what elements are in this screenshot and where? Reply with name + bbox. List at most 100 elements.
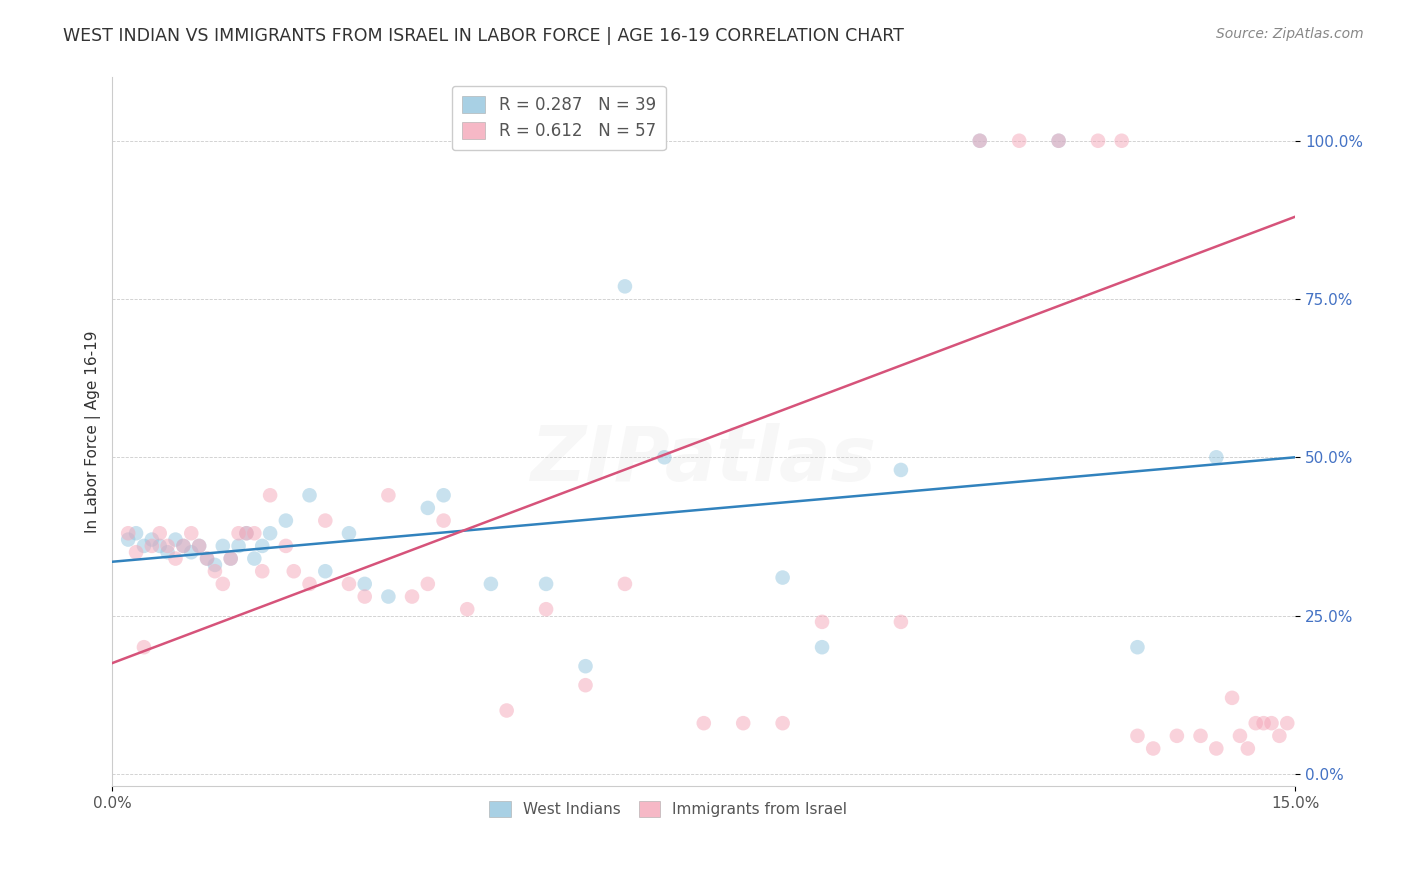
Point (125, 545, 148, 559)
Point (125, 526, 148, 541)
Point (252, 539, 274, 553)
Point (117, 533, 139, 547)
Point (377, 488, 399, 502)
Point (456, 602, 478, 616)
Point (969, 134, 991, 148)
Point (180, 526, 202, 541)
Point (243, 551, 266, 566)
Point (693, 716, 716, 731)
Point (613, 577, 636, 591)
Point (1047, 134, 1070, 148)
Point (172, 539, 194, 553)
Point (432, 488, 454, 502)
Point (1253, 716, 1275, 731)
Point (211, 539, 233, 553)
Point (298, 488, 321, 502)
Point (1220, 690, 1243, 705)
Point (314, 564, 336, 578)
Point (156, 545, 179, 559)
Point (219, 551, 242, 566)
Point (274, 514, 297, 528)
Point (204, 564, 226, 578)
Point (534, 577, 557, 591)
Point (1047, 134, 1070, 148)
Text: WEST INDIAN VS IMMIGRANTS FROM ISRAEL IN LABOR FORCE | AGE 16-19 CORRELATION CHA: WEST INDIAN VS IMMIGRANTS FROM ISRAEL IN… (63, 27, 904, 45)
Point (195, 551, 218, 566)
Point (1008, 134, 1031, 148)
Point (165, 533, 187, 547)
Point (132, 640, 155, 655)
Point (1111, 134, 1133, 148)
Point (252, 564, 274, 578)
Point (219, 551, 242, 566)
Point (141, 533, 163, 547)
Point (165, 551, 187, 566)
Point (1260, 716, 1282, 731)
Point (353, 577, 375, 591)
Point (195, 551, 218, 566)
Point (259, 488, 281, 502)
Point (495, 704, 517, 718)
Point (156, 539, 179, 553)
Point (117, 526, 139, 541)
Point (228, 539, 250, 553)
Point (1087, 134, 1109, 148)
Point (211, 577, 233, 591)
Point (314, 514, 336, 528)
Point (613, 279, 636, 293)
Point (1126, 729, 1149, 743)
Text: Source: ZipAtlas.com: Source: ZipAtlas.com (1216, 27, 1364, 41)
Point (377, 590, 399, 604)
Point (654, 450, 676, 465)
Point (180, 545, 202, 559)
Point (1142, 741, 1164, 756)
Point (243, 526, 266, 541)
Point (353, 590, 375, 604)
Point (416, 500, 439, 515)
Point (401, 590, 423, 604)
Point (274, 539, 297, 553)
Point (1268, 729, 1291, 743)
Point (149, 526, 172, 541)
Point (204, 558, 226, 572)
Point (172, 539, 194, 553)
Legend: West Indians, Immigrants from Israel: West Indians, Immigrants from Israel (481, 794, 855, 825)
Point (1205, 450, 1227, 465)
Point (534, 602, 557, 616)
Point (141, 539, 163, 553)
Point (259, 526, 281, 541)
Point (1237, 741, 1260, 756)
Point (337, 577, 360, 591)
Point (733, 716, 755, 731)
Point (283, 564, 305, 578)
Point (890, 615, 912, 629)
Point (1244, 716, 1267, 731)
Point (811, 640, 834, 655)
Point (416, 577, 439, 591)
Point (890, 463, 912, 477)
Point (574, 659, 596, 673)
Point (235, 526, 257, 541)
Point (337, 526, 360, 541)
Point (235, 526, 257, 541)
Point (149, 539, 172, 553)
Point (188, 539, 211, 553)
Point (1166, 729, 1188, 743)
Point (574, 678, 596, 692)
Point (432, 514, 454, 528)
Point (1126, 640, 1149, 655)
Point (811, 615, 834, 629)
Point (772, 570, 794, 584)
Point (1189, 729, 1212, 743)
Y-axis label: In Labor Force | Age 16-19: In Labor Force | Age 16-19 (86, 331, 101, 533)
Point (132, 539, 155, 553)
Point (1229, 729, 1251, 743)
Point (479, 577, 502, 591)
Point (298, 577, 321, 591)
Point (772, 716, 794, 731)
Point (228, 526, 250, 541)
Point (1205, 741, 1227, 756)
Point (1277, 716, 1299, 731)
Point (188, 539, 211, 553)
Text: ZIPatlas: ZIPatlas (531, 424, 877, 498)
